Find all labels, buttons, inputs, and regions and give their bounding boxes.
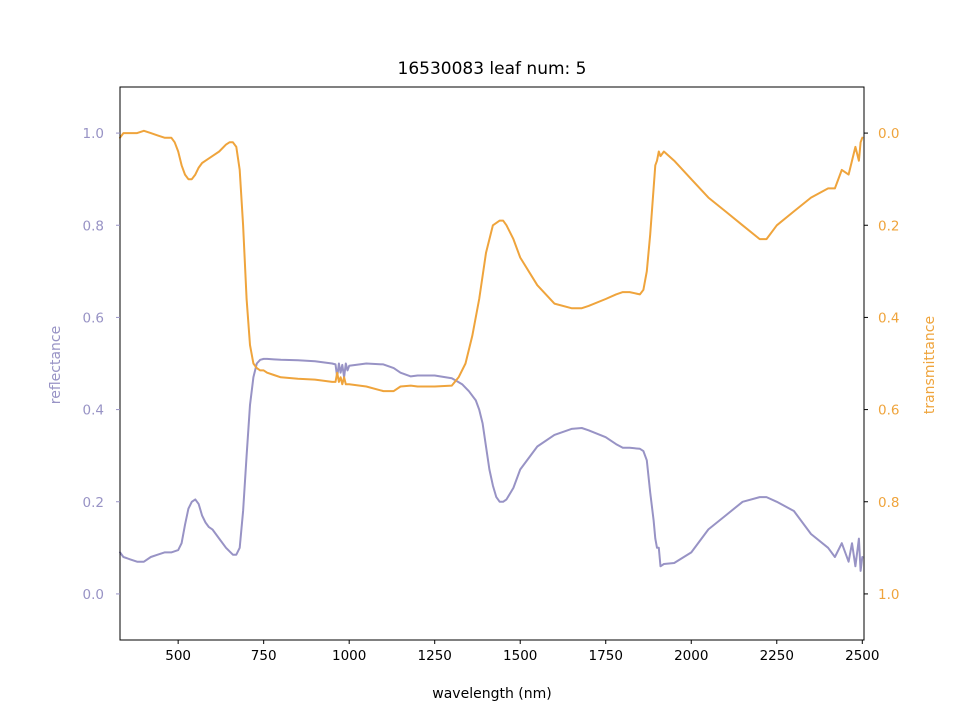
x-tick-label: 2250 xyxy=(760,648,794,664)
right-y-tick-label: 0.4 xyxy=(878,310,899,326)
chart-title: 16530083 leaf num: 5 xyxy=(398,59,587,79)
right-y-tick-label: 0.8 xyxy=(878,495,899,511)
left-y-axis: 0.0 0.2 0.4 0.6 0.8 1.0 xyxy=(83,126,120,603)
reflectance-series-line xyxy=(119,357,864,572)
left-y-tick-label: 1.0 xyxy=(83,126,104,142)
x-axis: 500 750 1000 1250 1500 1750 2000 2250 2500 xyxy=(165,640,879,664)
x-axis-label: wavelength (nm) xyxy=(432,686,551,702)
series-layer xyxy=(119,129,864,572)
plot-frame xyxy=(119,86,865,641)
right-y-tick-label: 0.2 xyxy=(878,218,899,234)
x-tick-label: 1500 xyxy=(503,648,537,664)
left-y-tick-label: 0.0 xyxy=(83,587,104,603)
transmittance-series-line xyxy=(119,129,864,393)
right-y-axis: 0.0 0.2 0.4 0.6 0.8 1.0 xyxy=(864,126,899,603)
x-tick-label: 1750 xyxy=(589,648,623,664)
x-tick-label: 500 xyxy=(165,648,191,664)
right-y-tick-label: 0.6 xyxy=(878,403,899,419)
x-tick-label: 750 xyxy=(251,648,277,664)
left-y-tick-label: 0.2 xyxy=(83,495,104,511)
right-y-axis-label: transmittance xyxy=(922,316,938,414)
right-y-tick-label: 1.0 xyxy=(878,587,899,603)
x-tick-label: 1250 xyxy=(418,648,452,664)
x-tick-label: 2500 xyxy=(845,648,879,664)
x-tick-label: 2000 xyxy=(674,648,708,664)
left-y-tick-label: 0.6 xyxy=(83,310,104,326)
right-y-tick-label: 0.0 xyxy=(878,126,899,142)
left-y-axis-label: reflectance xyxy=(48,326,64,404)
left-y-tick-label: 0.4 xyxy=(83,403,104,419)
x-tick-label: 1000 xyxy=(332,648,366,664)
left-y-tick-label: 0.8 xyxy=(83,218,104,234)
